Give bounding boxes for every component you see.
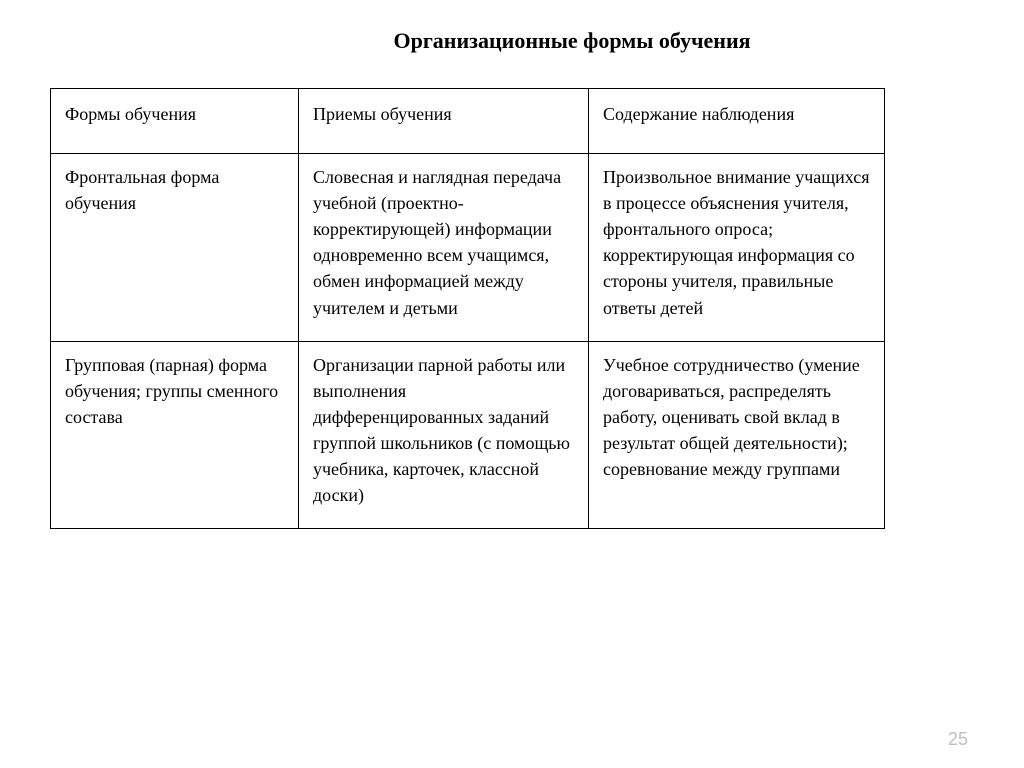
page-title: Организационные формы обучения — [50, 28, 974, 54]
table-row: Фронтальная форма обучения Словесная и н… — [51, 154, 885, 342]
forms-table: Формы обучения Приемы обучения Содержани… — [50, 88, 885, 529]
cell-methods: Словесная и наглядная передача учебной (… — [299, 154, 589, 342]
page-number: 25 — [948, 729, 968, 750]
cell-form: Фронтальная форма обучения — [51, 154, 299, 342]
col-header-forms: Формы обучения — [51, 89, 299, 154]
col-header-observation: Содержание наблюдения — [589, 89, 885, 154]
slide-page: Организационные формы обучения Формы обу… — [0, 0, 1024, 768]
cell-observation: Произвольное внимание учащихся в процесс… — [589, 154, 885, 342]
cell-methods: Организации парной работы или выполнения… — [299, 341, 589, 529]
cell-form: Групповая (парная) форма обучения; групп… — [51, 341, 299, 529]
cell-observation: Учебное сотрудничество (умение договарив… — [589, 341, 885, 529]
table-row: Групповая (парная) форма обучения; групп… — [51, 341, 885, 529]
table-header-row: Формы обучения Приемы обучения Содержани… — [51, 89, 885, 154]
col-header-methods: Приемы обучения — [299, 89, 589, 154]
